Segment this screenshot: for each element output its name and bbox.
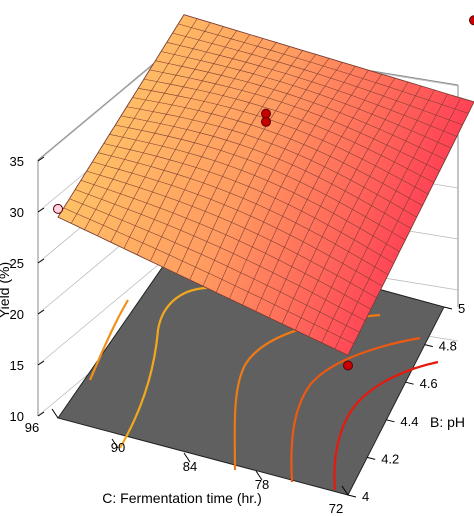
y-tick-label: 4: [362, 489, 369, 504]
y-tick-label: 4.2: [381, 451, 399, 466]
x-axis-label: C: Fermentation time (hr.): [102, 490, 262, 506]
surface-mesh-line: [120, 115, 412, 229]
x-tick-mark: [51, 408, 59, 419]
z-tick-label: 10: [10, 409, 24, 424]
y-tick-mark: [347, 494, 357, 498]
surface-mesh-line: [161, 51, 452, 149]
x-tick-mark: [341, 485, 349, 496]
x-axis-ticks: 96 90 84 78 72: [25, 408, 349, 516]
z-tick-mark: [37, 258, 45, 264]
design-points: [53, 15, 474, 371]
surface-mesh-line: [172, 32, 463, 126]
x-tick-mark: [183, 452, 191, 463]
z-axis-label: Yield (%): [0, 262, 12, 318]
y-tick-label: 4.6: [420, 376, 438, 391]
x-tick-label: 90: [111, 440, 125, 455]
surface-fill: [58, 14, 474, 356]
y-tick-mark: [424, 344, 433, 348]
surface-mesh-line: [126, 106, 417, 218]
x-tick-label: 84: [183, 459, 197, 474]
surface-mesh-line: [132, 97, 423, 206]
surface-mesh-line: [166, 42, 457, 137]
z-tick-mark: [37, 309, 45, 315]
y-tick-label: 5: [458, 301, 465, 316]
contour-line: [290, 336, 421, 483]
x-tick-label: 96: [25, 420, 39, 435]
design-point: [261, 108, 271, 119]
y-tick-mark: [367, 456, 376, 460]
x-tick-label: 78: [255, 477, 269, 492]
surface-mesh-line: [143, 78, 435, 183]
y-axis-ticks: 4 4.2 4.4 4.6 4.8 5: [347, 301, 465, 504]
y-tick-mark: [405, 381, 414, 385]
surface-outline: [57, 14, 474, 356]
z-axis-ticks: 10 15 20 25 30 35: [10, 154, 45, 424]
surface-mesh-line: [115, 124, 406, 241]
contour-line: [88, 299, 129, 381]
y-tick-mark: [386, 419, 395, 423]
surface-mesh-line: [98, 152, 389, 275]
x-tick-mark: [111, 438, 119, 449]
design-point: [261, 116, 271, 127]
z-tick-label: 35: [10, 154, 24, 169]
surface-mesh: [63, 18, 469, 350]
surface-mesh-line: [75, 189, 366, 321]
surface-mesh-line: [69, 198, 360, 333]
surface-mesh-line: [92, 161, 383, 287]
z-tick-label: 20: [10, 307, 24, 322]
surface-mesh-line: [138, 88, 429, 195]
surface-mesh-line: [63, 207, 354, 345]
z-tick-mark: [37, 411, 45, 417]
z-tick-mark: [37, 156, 45, 162]
z-tick-mark: [37, 207, 45, 213]
y-tick-label: 4.8: [439, 339, 457, 354]
surface-mesh-line: [109, 134, 400, 252]
z-tick-mark: [37, 360, 45, 366]
axes: 10 15 20 25 30 35 96 90 84 78 72 4 4.2 4.4 4.6 4.8 5 Y…: [0, 154, 465, 516]
y-tick-label: 4.4: [400, 414, 418, 429]
z-tick-label: 30: [10, 205, 24, 220]
surface-mesh-line: [149, 69, 440, 172]
surface-mesh-line: [86, 170, 377, 298]
design-point: [343, 360, 353, 371]
surface-mesh-line: [178, 23, 469, 114]
contour-line: [333, 360, 439, 491]
surface-mesh-line: [103, 143, 394, 264]
z-tick-label: 25: [10, 256, 24, 271]
design-point: [469, 15, 474, 26]
y-tick-mark: [443, 306, 453, 310]
x-tick-label: 72: [329, 501, 343, 516]
surface-mesh-line: [155, 60, 446, 160]
x-tick-mark: [255, 470, 263, 481]
design-point: [53, 203, 63, 214]
response-surface: [57, 14, 474, 356]
surface-mesh-line: [80, 180, 372, 310]
y-axis-label: B: pH: [430, 414, 465, 430]
z-tick-label: 15: [10, 358, 24, 373]
